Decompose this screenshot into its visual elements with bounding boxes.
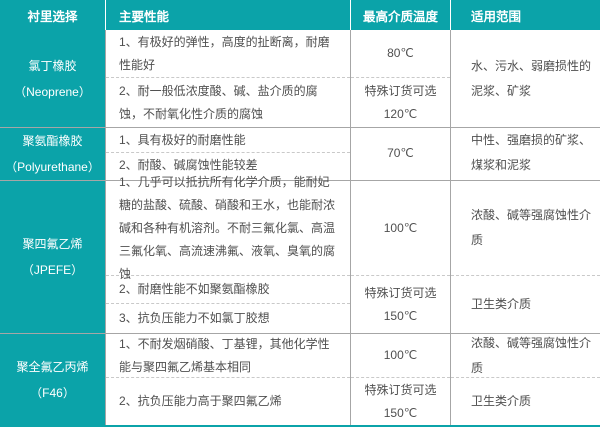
temperature-value: 70℃: [387, 145, 414, 160]
lining-name: 氯丁橡胶: [28, 58, 77, 73]
temperature-cell: 特殊订货可选 120℃: [351, 78, 450, 127]
range-cell: 浓酸、碱等强腐蚀性介质: [451, 181, 600, 276]
lining-name-en: （Polyurethane）: [5, 160, 100, 174]
temperature-value: 120℃: [383, 106, 418, 121]
temperature-column: 70℃: [350, 128, 450, 180]
range-column: 水、污水、弱磨损性的泥浆、矿浆: [450, 30, 600, 127]
range-column: 中性、强磨损的矿浆、煤浆和泥浆: [450, 128, 600, 180]
lining-name-cell: 氯丁橡胶 （Neoprene）: [0, 30, 105, 127]
table-row-group-polyurethane: 聚氨酯橡胶 （Polyurethane） 1、具有极好的耐磨性能 2、耐酸、碱腐…: [0, 127, 600, 180]
performance-column: 1、具有极好的耐磨性能 2、耐酸、碱腐蚀性能较差: [105, 128, 350, 180]
lining-name: 聚四氟乙烯: [22, 237, 83, 251]
performance-item: 2、耐磨性能不如聚氨酯橡胶: [106, 276, 350, 304]
lining-name-en: （Neoprene）: [14, 84, 91, 99]
temperature-cell: 100℃: [351, 181, 450, 276]
performance-item: 1、有极好的弹性，高度的扯断离，耐磨性能好: [106, 30, 350, 78]
performance-item: 2、耐酸、碱腐蚀性能较差: [119, 158, 258, 172]
range-cell: 卫生类介质: [471, 394, 532, 408]
temperature-value: 100℃: [383, 348, 418, 362]
lining-name: 聚全氟乙丙烯: [16, 359, 89, 374]
table-row-group-neoprene: 氯丁橡胶 （Neoprene） 1、有极好的弹性，高度的扯断离，耐磨性能好 2、…: [0, 30, 600, 127]
lining-name-cell: 聚全氟乙丙烯 （F46）: [0, 334, 105, 425]
table-row-group-ptfe: 聚四氟乙烯 （JPEFE） 1、几乎可以抵抗所有化学介质，能耐妃糖的盐酸、硫酸、…: [0, 175, 600, 333]
temperature-value: 150℃: [383, 308, 418, 323]
temperature-cell: 特殊订货可选 150℃: [351, 378, 450, 425]
range-cell: 浓酸、碱等强腐蚀性介质: [451, 334, 600, 378]
header-lining-choice: 衬里选择: [27, 9, 78, 24]
table-header-row: 衬里选择 主要性能 最高介质温度 适用范围: [0, 0, 600, 30]
temperature-value: 150℃: [383, 405, 418, 420]
temperature-note: 特殊订货可选: [364, 83, 437, 98]
temperature-column: 80℃ 特殊订货可选 120℃: [350, 30, 450, 127]
temperature-cell: 100℃: [351, 334, 450, 378]
performance-column: 1、有极好的弹性，高度的扯断离，耐磨性能好 2、耐一般低浓度酸、碱、盐介质的腐蚀…: [105, 30, 350, 127]
lining-name-en: （JPEFE）: [21, 263, 84, 277]
performance-item: 2、耐一般低浓度酸、碱、盐介质的腐蚀，不耐氧化性介质的腐蚀: [119, 83, 318, 121]
performance-item: 1、几乎可以抵抗所有化学介质，能耐妃糖的盐酸、硫酸、硝酸和王水，也能耐浓碱和各种…: [106, 175, 350, 281]
performance-column: 1、不耐发烟硝酸、丁基锂，其他化学性能与聚四氟乙烯基本相同 2、抗负压能力高于聚…: [105, 334, 350, 425]
range-column: 浓酸、碱等强腐蚀性介质 卫生类介质: [450, 334, 600, 425]
header-main-performance: 主要性能: [105, 0, 350, 30]
temperature-column: 100℃ 特殊订货可选 150℃: [350, 334, 450, 425]
lining-name-en: （F46）: [30, 385, 75, 400]
performance-item: 3、抗负压能力不如氯丁胶想: [119, 311, 270, 325]
temperature-cell: 70℃: [351, 128, 450, 178]
temperature-column: 100℃ 特殊订货可选 150℃: [350, 181, 450, 333]
performance-column: 1、几乎可以抵抗所有化学介质，能耐妃糖的盐酸、硫酸、硝酸和王水，也能耐浓碱和各种…: [105, 175, 350, 333]
temperature-note: 特殊订货可选: [364, 285, 437, 300]
range-cell: 中性、强磨损的矿浆、煤浆和泥浆: [471, 133, 592, 172]
lining-name-cell: 聚四氟乙烯 （JPEFE）: [0, 181, 105, 333]
performance-item: 1、不耐发烟硝酸、丁基锂，其他化学性能与聚四氟乙烯基本相同: [106, 334, 350, 378]
temperature-value: 80℃: [387, 46, 414, 60]
temperature-cell: 80℃: [351, 30, 450, 78]
lining-name-cell: 聚氨酯橡胶 （Polyurethane）: [0, 128, 105, 180]
table-row-group-f46: 聚全氟乙丙烯 （F46） 1、不耐发烟硝酸、丁基锂，其他化学性能与聚四氟乙烯基本…: [0, 333, 600, 425]
header-max-medium-temperature: 最高介质温度: [350, 0, 450, 30]
range-column: 浓酸、碱等强腐蚀性介质 卫生类介质: [450, 181, 600, 333]
range-cell: 水、污水、弱磨损性的泥浆、矿浆: [471, 58, 592, 98]
header-applicable-range: 适用范围: [450, 0, 600, 30]
performance-item: 2、抗负压能力高于聚四氟乙烯: [119, 394, 282, 408]
temperature-note: 特殊订货可选: [364, 382, 437, 397]
temperature-cell: 特殊订货可选 150℃: [351, 276, 450, 333]
range-cell: 卫生类介质: [471, 297, 532, 311]
lining-name: 聚氨酯橡胶: [22, 134, 83, 148]
temperature-value: 100℃: [383, 220, 418, 235]
performance-item: 1、具有极好的耐磨性能: [106, 128, 350, 153]
